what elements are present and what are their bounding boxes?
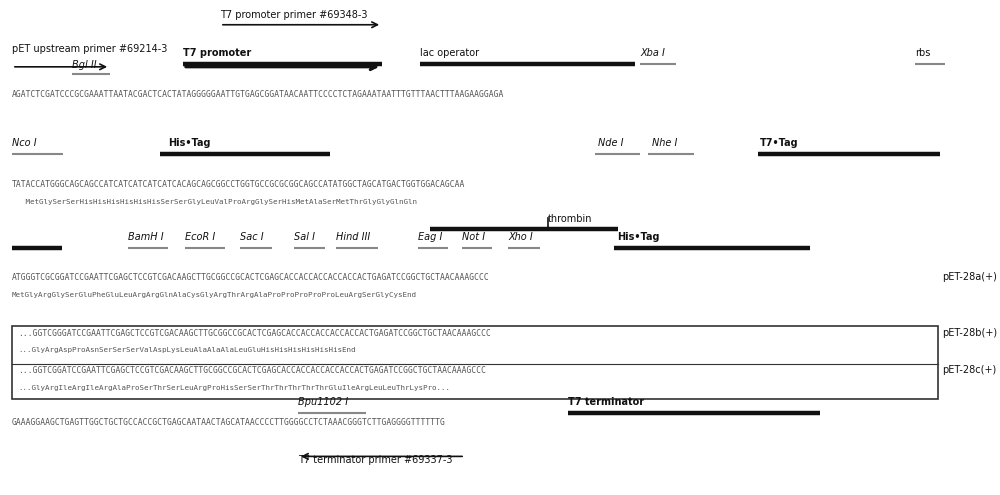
Text: lac operator: lac operator — [420, 49, 479, 58]
Text: Nhe I: Nhe I — [652, 139, 677, 148]
Text: pET-28b(+): pET-28b(+) — [942, 328, 997, 338]
Text: Nco I: Nco I — [12, 139, 37, 148]
Bar — [12, 326, 938, 399]
Text: T7•Tag: T7•Tag — [760, 139, 799, 148]
Text: Hind III: Hind III — [336, 232, 370, 242]
Text: His•Tag: His•Tag — [168, 139, 210, 148]
Text: His•Tag: His•Tag — [617, 232, 660, 242]
Text: ...GGTCGGATCCGAATTCGAGCTCCGTCGACAAGCTTGCGGCCGCACTCGAGCACCACCACCACCACCACTGAGATCCG: ...GGTCGGATCCGAATTCGAGCTCCGTCGACAAGCTTGC… — [18, 366, 486, 375]
Text: Xho I: Xho I — [508, 232, 533, 242]
Text: Sal I: Sal I — [294, 232, 315, 242]
Text: BamH I: BamH I — [128, 232, 164, 242]
Text: AGATCTCGATCCCGCGAAATTAATACGACTCACTATAGGGGGAATTGTGAGCGGATAACAATTCCCCTCTAGAAATAATT: AGATCTCGATCCCGCGAAATTAATACGACTCACTATAGGG… — [12, 90, 504, 99]
Text: ATGGGTCGCGGATCCGAATTCGAGCTCCGTCGACAAGCTTGCGGCCGCACTCGAGCACCACCACCACCACCACTGAGATC: ATGGGTCGCGGATCCGAATTCGAGCTCCGTCGACAAGCTT… — [12, 273, 490, 282]
Text: MetGlyArgGlySerGluPheGluLeuArgArgGlnAlaCysGlyArgThrArgAlaProProProProProLeuArgSe: MetGlyArgGlySerGluPheGluLeuArgArgGlnAlaC… — [12, 293, 417, 298]
Text: thrombin: thrombin — [548, 214, 592, 224]
Text: pET-28a(+): pET-28a(+) — [942, 272, 997, 282]
Text: GAAAGGAAGCTGAGTTGGCTGCTGCCACCGCTGAGCAATAACTAGCATAACCCCTTGGGGCCTCTAAACGGGTCTTGAGG: GAAAGGAAGCTGAGTTGGCTGCTGCCACCGCTGAGCAATA… — [12, 418, 446, 427]
Text: rbs: rbs — [915, 49, 930, 58]
Text: Nde I: Nde I — [598, 139, 624, 148]
Text: Bpu1102 I: Bpu1102 I — [298, 397, 348, 407]
Text: ...GlyArgAspProAsnSerSerSerValAspLysLeuAlaAlaAlaLeuGluHisHisHisHisHisHisEnd: ...GlyArgAspProAsnSerSerSerValAspLysLeuA… — [18, 347, 356, 353]
Text: T7 terminator: T7 terminator — [568, 397, 644, 407]
Text: ...GGTCGGGATCCGAATTCGAGCTCCGTCGACAAGCTTGCGGCCGCACTCGAGCACCACCACCACCACCACTGAGATCC: ...GGTCGGGATCCGAATTCGAGCTCCGTCGACAAGCTTG… — [18, 329, 491, 338]
Text: Not I: Not I — [462, 232, 485, 242]
Text: MetGlySerSerHisHisHisHisHisHisSerSerGlyLeuValProArgGlySerHisMetAlaSerMetThrGlyGl: MetGlySerSerHisHisHisHisHisHisSerSerGlyL… — [12, 199, 417, 205]
Text: Sac I: Sac I — [240, 232, 264, 242]
Text: ...GlyArgIleArgIleArgAlaProSerThrSerLeuArgProHisSerSerThrThrThrThrThrGluIleArgLe: ...GlyArgIleArgIleArgAlaProSerThrSerLeuA… — [18, 385, 450, 391]
Text: pET-28c(+): pET-28c(+) — [942, 365, 996, 375]
Text: T7 terminator primer #69337-3: T7 terminator primer #69337-3 — [298, 455, 452, 465]
Text: TATACCATGGGCAGCAGCCATCATCATCATCATCACAGCAGCGGCCTGGTGCCGCGCGGCAGCCATATGGCTAGCATGAC: TATACCATGGGCAGCAGCCATCATCATCATCATCACAGCA… — [12, 180, 465, 189]
Text: pET upstream primer #69214-3: pET upstream primer #69214-3 — [12, 45, 167, 54]
Text: Eag I: Eag I — [418, 232, 442, 242]
Text: EcoR I: EcoR I — [185, 232, 215, 242]
Text: Bgl II: Bgl II — [72, 60, 97, 70]
Text: T7 promoter primer #69348-3: T7 promoter primer #69348-3 — [220, 10, 368, 20]
Text: T7 promoter: T7 promoter — [183, 49, 251, 58]
Text: Xba I: Xba I — [640, 49, 665, 58]
